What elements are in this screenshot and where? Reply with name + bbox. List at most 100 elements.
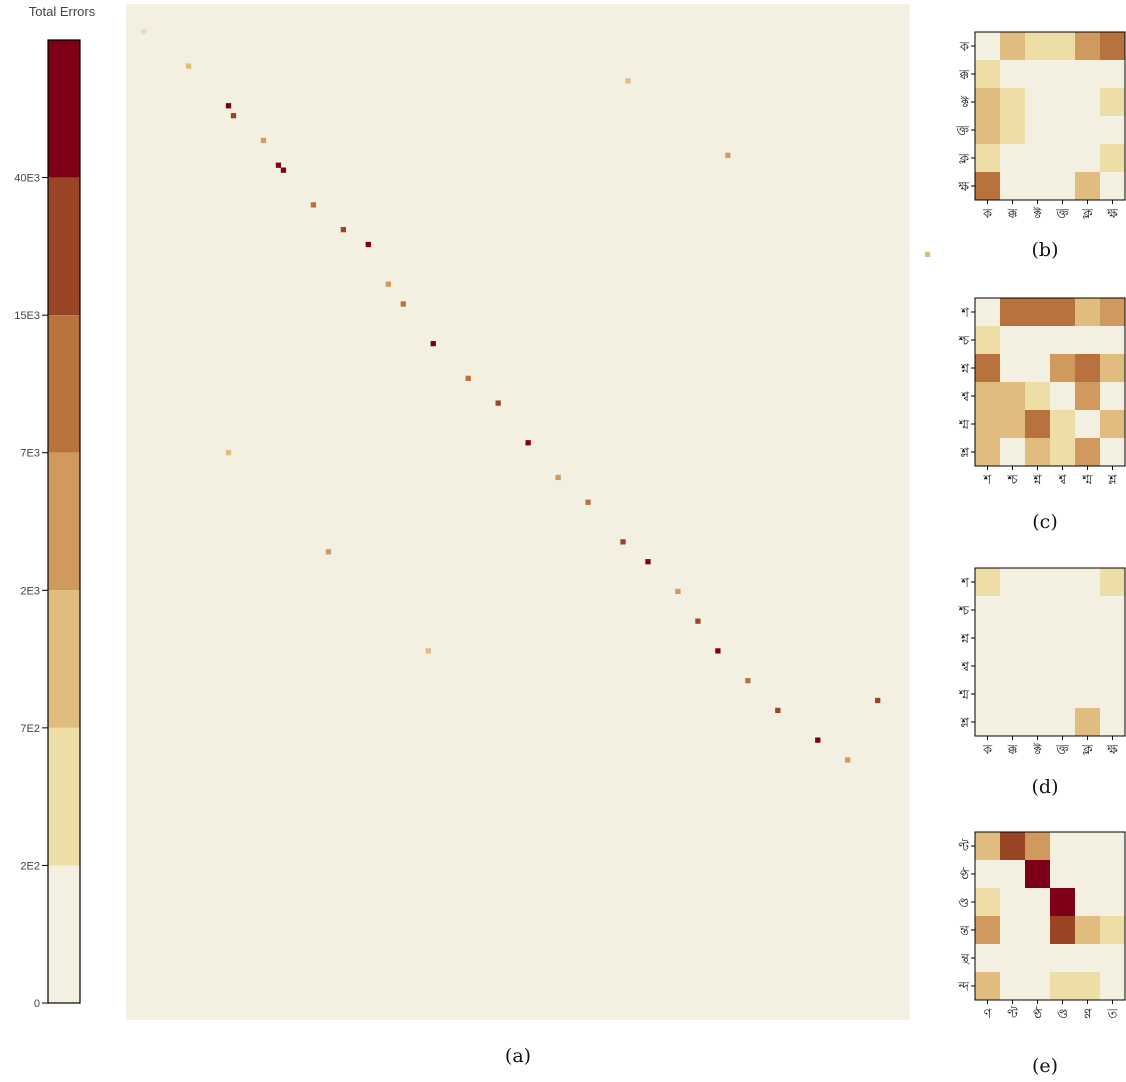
small-heatmap-caption: (d): [1032, 776, 1059, 798]
small-heatmap-cell: [975, 172, 1001, 201]
small-heatmap-cell: [1100, 326, 1126, 355]
small-heatmap-cell: [1075, 860, 1101, 889]
small-heatmap-cell: [975, 60, 1001, 89]
small-heatmap-cell: [1100, 172, 1126, 201]
small-heatmap-cell: [1075, 116, 1101, 145]
small-heatmap-cell: [1100, 354, 1126, 383]
small-heatmap-cell: [1075, 624, 1101, 653]
small-heatmap-cell: [975, 382, 1001, 411]
small-heatmap-cell: [1075, 972, 1101, 1001]
y-tick-label: শ্ল: [960, 716, 970, 731]
colorbar-tick-label: 7E2: [20, 723, 40, 735]
small-heatmap-cell: [1100, 832, 1126, 861]
small-heatmap-cell: [1050, 860, 1076, 889]
small-heatmap-cell: [1000, 680, 1026, 709]
small-heatmap-frame: [974, 297, 1126, 467]
small-heatmap-cell: [1075, 680, 1101, 709]
small-heatmap-cell: [1100, 972, 1126, 1001]
small-heatmap-cell: [1100, 144, 1126, 173]
colorbar-bands: [47, 39, 81, 1004]
main-heatmap-cell: [425, 648, 431, 654]
small-heatmap-cell: [975, 888, 1001, 917]
main-heatmap-background: [126, 4, 910, 1020]
main-heatmap-cell: [365, 241, 371, 248]
x-tick-label: ণ্ণ: [1083, 1007, 1092, 1022]
small-heatmap-cell: [1075, 916, 1101, 945]
small-heatmap-cell: [1075, 596, 1101, 625]
small-heatmap-cell: [1100, 916, 1126, 945]
colorbar-band: [48, 452, 80, 591]
small-heatmap-cell: [1000, 438, 1026, 467]
x-tick-label: ক্ত: [1055, 743, 1069, 758]
small-heatmap-cell: [975, 916, 1001, 945]
main-heatmap-cell: [385, 281, 391, 287]
y-tick-label: ন্ত: [959, 924, 970, 939]
main-heatmap-cell: [815, 737, 821, 743]
main-heatmap-cell: [675, 588, 681, 595]
small-heatmap-cell: [1025, 624, 1051, 653]
small-heatmap-cell: [1075, 32, 1101, 61]
x-tick-label: ক্ট: [1033, 207, 1043, 222]
small-heatmap-c: শ শ্চ শ্ন শ্ব শ্ম শ্ল শ শ্চ শ্ন শ্ব শ্ম শ্ল (c): [958, 297, 1126, 533]
main-heatmap-cell: [585, 499, 591, 505]
y-tick-label: শ্চ: [958, 604, 970, 619]
small-heatmap-cell: [1025, 60, 1051, 89]
main-heatmap-cell: [140, 28, 147, 35]
small-heatmap-cell: [975, 298, 1001, 327]
small-heatmap-cell: [1000, 832, 1026, 861]
main-heatmap-cell: [625, 78, 631, 84]
small-heatmap-cell: [1025, 888, 1051, 917]
small-heatmap-cell: [1075, 88, 1101, 117]
colorbar-band: [48, 315, 80, 453]
small-heatmap-cell: [1050, 88, 1076, 117]
colorbar-frame: [47, 39, 81, 1004]
small-heatmap-cell: [1025, 298, 1051, 327]
colorbar-tick-label: 2E2: [20, 860, 40, 872]
small-heatmap-cell: [975, 624, 1001, 653]
small-heatmap-cell: [1050, 680, 1076, 709]
small-heatmap-cell: [975, 680, 1001, 709]
y-tick-label: ক: [959, 40, 970, 55]
colorbar-title: Total Errors: [29, 4, 96, 19]
small-heatmap-cell: [1050, 144, 1076, 173]
small-heatmap-cell: [1025, 596, 1051, 625]
x-tick-label: ণ্ড: [1057, 1007, 1068, 1022]
small-heatmap-cell: [1000, 596, 1026, 625]
colorbar-tick-label: 15E3: [14, 310, 40, 322]
small-heatmap-cell: [1025, 172, 1051, 201]
y-tick-label: ক্ট: [960, 96, 970, 111]
small-heatmap-cell: [1000, 172, 1026, 201]
small-heatmap-cell: [1100, 32, 1126, 61]
small-heatmap-cell: [1000, 88, 1026, 117]
small-heatmap-frame: [974, 567, 1126, 737]
x-tick-label: শ্চ: [1006, 473, 1018, 488]
main-heatmap-cell: [555, 474, 561, 481]
main-heatmap-cell: [620, 539, 626, 545]
small-heatmap-cell: [1000, 916, 1026, 945]
small-heatmap-cell: [1100, 568, 1126, 597]
small-heatmap-cell: [1050, 326, 1076, 355]
y-tick-label: ন্থ: [960, 952, 970, 967]
small-heatmap-cell: [975, 832, 1001, 861]
small-heatmap-cell: [1100, 944, 1126, 973]
small-heatmap-cell: [1050, 438, 1076, 467]
y-tick-label: ক্ত: [955, 124, 969, 139]
small-heatmap-cell: [1025, 944, 1051, 973]
small-heatmap-cell: [1075, 568, 1101, 597]
small-heatmap-cell: [1050, 624, 1076, 653]
small-heatmap-cell: [1050, 354, 1076, 383]
main-heatmap-cell: [260, 137, 267, 144]
small-heatmap-cell: [1075, 652, 1101, 681]
small-heatmap-cell: [1000, 652, 1026, 681]
small-heatmap-cell: [1025, 382, 1051, 411]
small-heatmap-cell: [975, 32, 1001, 61]
colorbar-tick-label: 0: [34, 998, 40, 1010]
small-heatmap-cell: [1050, 972, 1076, 1001]
small-heatmap-cell: [1025, 916, 1051, 945]
small-heatmap-cell: [1050, 298, 1076, 327]
small-heatmap-cell: [975, 860, 1001, 889]
small-heatmap-cell: [1000, 116, 1026, 145]
small-heatmap-cell: [1100, 116, 1126, 145]
colorbar-band: [48, 590, 80, 728]
